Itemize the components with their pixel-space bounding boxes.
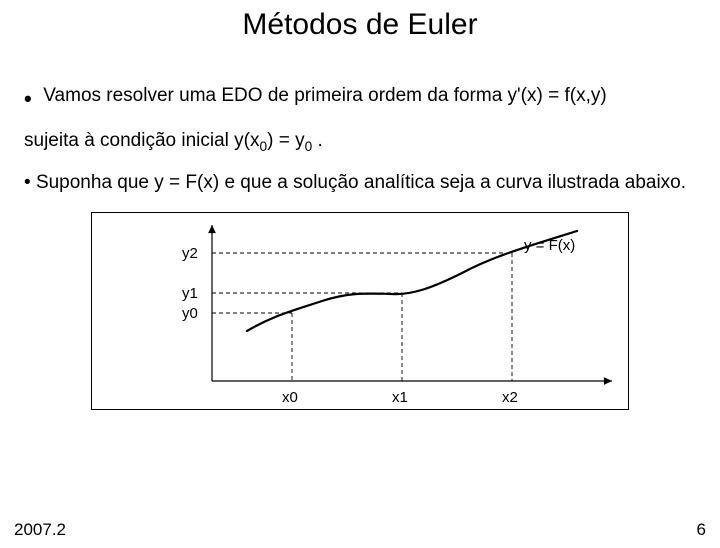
slide-title: Métodos de Euler bbox=[0, 8, 720, 42]
y-tick-label-1: y1 bbox=[182, 283, 198, 306]
x-tick-label-0: x0 bbox=[282, 387, 298, 410]
ic-sub0a: 0 bbox=[260, 139, 268, 154]
bullet-1: • Vamos resolver uma EDO de primeira ord… bbox=[24, 82, 696, 115]
ic-line2-b: ) = y bbox=[267, 130, 304, 151]
footer-page-number: 6 bbox=[697, 520, 706, 540]
x-tick-label-2: x2 bbox=[502, 387, 518, 410]
bullet-1-text: Vamos resolver uma EDO de primeira ordem… bbox=[43, 85, 606, 106]
y-tick-label-2: y2 bbox=[182, 243, 198, 266]
ic-line2-a: sujeita à condição inicial y(x bbox=[24, 130, 260, 151]
y-tick-label-0: y0 bbox=[182, 303, 198, 326]
bullet-dot-icon: • bbox=[24, 172, 36, 193]
bullet-2-text: Suponha que y = F(x) e que a solução ana… bbox=[36, 172, 686, 193]
bullet-2: • Suponha que y = F(x) e que a solução a… bbox=[24, 169, 696, 198]
slide-body: • Vamos resolver uma EDO de primeira ord… bbox=[24, 82, 696, 410]
curve-label: y = F(x) bbox=[524, 235, 575, 258]
x-tick-label-1: x1 bbox=[392, 387, 408, 410]
footer-date: 2007.2 bbox=[14, 520, 66, 540]
solution-curve-chart: y0y1 y2 x0 x1 x2 y = F(x) bbox=[91, 212, 629, 410]
bullet-dot-icon: • bbox=[24, 82, 38, 115]
ic-line2-c: . bbox=[312, 130, 323, 151]
bullet-1-line2: sujeita à condição inicial y(x0) = y0 . bbox=[24, 127, 696, 157]
